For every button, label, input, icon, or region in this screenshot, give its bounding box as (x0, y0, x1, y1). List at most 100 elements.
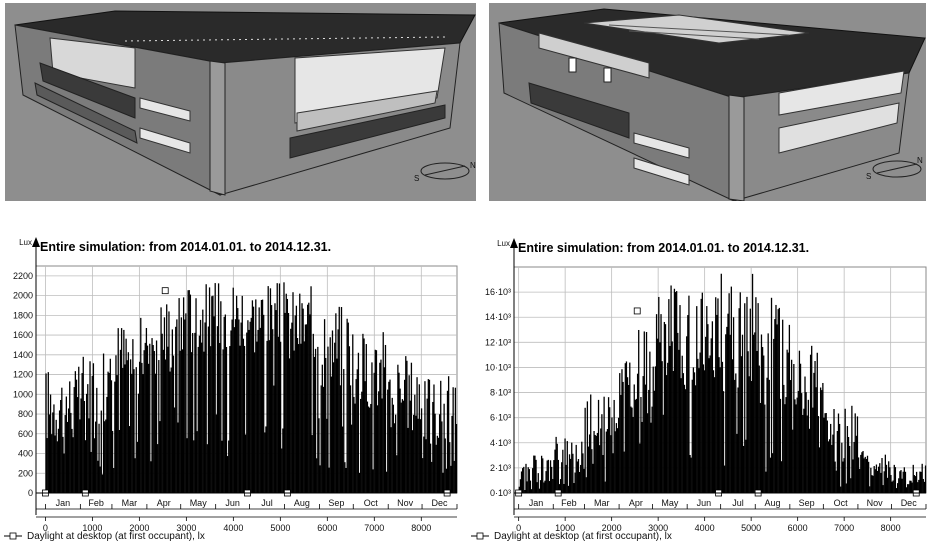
day-bar (547, 459, 549, 493)
day-bar (924, 465, 927, 493)
day-bar (824, 413, 826, 493)
y-axis-arrow (32, 237, 40, 247)
day-bar (67, 408, 70, 493)
day-bar (410, 362, 413, 493)
day-bar (292, 292, 294, 493)
day-bar (846, 426, 849, 493)
day-bar (626, 377, 629, 493)
day-bar (47, 372, 49, 493)
x-tick-label: 2000 (602, 523, 622, 533)
day-bar (316, 458, 318, 493)
day-bar (673, 288, 676, 493)
day-bar (159, 421, 161, 493)
day-bar (534, 455, 536, 493)
day-bar (389, 379, 391, 493)
day-bar (52, 412, 54, 493)
month-label: May (661, 498, 679, 508)
day-bar (137, 393, 140, 493)
day-bar (411, 430, 414, 493)
y-tick-label: 800 (18, 409, 33, 419)
day-bar (909, 480, 911, 493)
day-bar (890, 475, 892, 493)
day-bar (567, 485, 570, 493)
day-bar (529, 480, 532, 493)
day-bar (425, 439, 427, 493)
day-bar (755, 297, 757, 493)
day-bar (607, 397, 610, 493)
day-bar (686, 336, 688, 493)
day-bar (672, 370, 674, 493)
day-bar (821, 390, 823, 493)
day-bar (97, 460, 99, 493)
day-bar (687, 315, 689, 493)
day-bar (797, 390, 799, 493)
day-bar (715, 297, 717, 493)
day-bar (91, 375, 93, 493)
day-bar (562, 449, 564, 493)
day-bar (657, 338, 659, 493)
y-tick-label: 10·10³ (485, 362, 511, 372)
day-bar (217, 283, 220, 493)
day-bar (615, 423, 618, 493)
day-bar (355, 379, 357, 493)
day-bar (880, 472, 882, 493)
day-bar (195, 298, 197, 493)
day-bar (819, 387, 822, 493)
day-bar (741, 334, 744, 493)
day-bar (191, 333, 194, 493)
day-bar (659, 342, 661, 493)
day-bar (422, 458, 424, 493)
day-bar (264, 432, 266, 493)
day-bar (689, 455, 691, 493)
day-bar (392, 404, 395, 493)
day-bar (798, 350, 801, 493)
day-bar (571, 442, 573, 493)
day-bar (658, 296, 660, 493)
day-bar (413, 414, 415, 493)
day-bar (162, 349, 164, 493)
y-tick-label: 0 (28, 488, 33, 498)
day-bar (911, 482, 913, 493)
day-bar (283, 282, 285, 493)
day-bar (117, 328, 119, 493)
day-bar (638, 329, 640, 493)
day-bar (787, 352, 789, 493)
day-bar (229, 346, 231, 493)
day-bar (424, 381, 426, 493)
day-bar (429, 443, 432, 493)
day-bar (226, 456, 229, 493)
day-bar (610, 435, 612, 493)
month-label: Jun (225, 498, 240, 508)
x-tick-label: 4000 (223, 523, 243, 533)
day-bar (521, 468, 524, 493)
day-bar (580, 464, 582, 493)
y-axis-arrow (510, 238, 518, 248)
x-tick-label: 4000 (695, 523, 715, 533)
day-bar (804, 376, 806, 493)
day-bar (196, 431, 198, 493)
day-bar (826, 420, 828, 493)
day-bar (900, 470, 902, 493)
day-bar (261, 299, 264, 493)
day-bar (881, 458, 883, 493)
day-bar (435, 444, 437, 493)
day-bar (676, 291, 678, 493)
y-tick-label: 2200 (13, 271, 33, 281)
day-bar (794, 399, 796, 493)
day-bar (247, 320, 249, 493)
day-bar (922, 478, 924, 493)
day-bar (619, 373, 621, 493)
day-bar (58, 410, 61, 493)
day-bar (416, 377, 418, 493)
day-bar (777, 309, 779, 493)
day-bar (179, 350, 181, 493)
day-bar (279, 341, 282, 493)
day-bar (519, 479, 522, 493)
day-bar (418, 384, 420, 493)
day-bar (61, 387, 63, 493)
day-bar (205, 284, 207, 493)
day-bar (313, 356, 316, 493)
day-bar (722, 391, 725, 493)
day-bar (670, 285, 672, 493)
day-bar (783, 384, 785, 493)
